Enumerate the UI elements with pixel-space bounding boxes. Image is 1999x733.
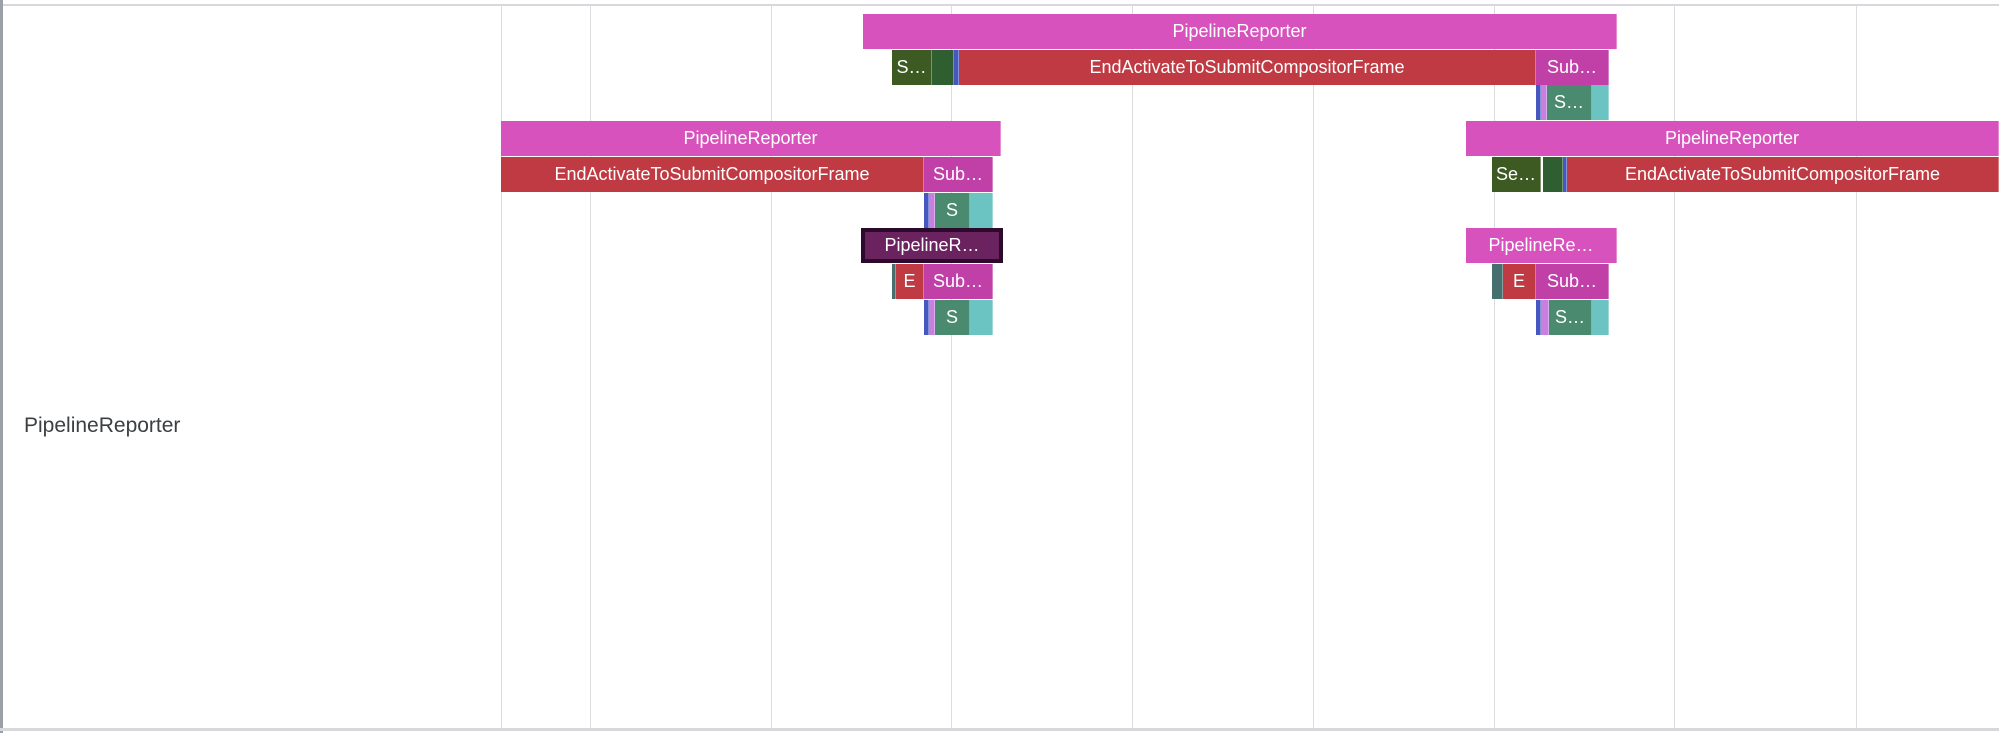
trace-slice[interactable]: S… [1549,300,1592,335]
gridline [1856,6,1857,728]
gridline [501,6,502,728]
trace-slice[interactable]: PipelineReporter [1466,121,1999,156]
trace-slice[interactable]: Sub… [1536,264,1609,299]
trace-slice[interactable] [1541,300,1549,335]
selected-slice[interactable]: PipelineR… [861,228,1003,263]
trace-slice[interactable]: Sub… [924,157,993,192]
trace-slice[interactable] [932,50,954,85]
timeline-bottom-border [0,728,1999,731]
trace-slice[interactable]: E [896,264,924,299]
trace-slice[interactable] [1563,157,1567,192]
trace-slice[interactable] [1536,85,1541,120]
trace-slice[interactable] [970,300,993,335]
trace-slice[interactable]: S [935,193,970,228]
gridline [1674,6,1675,728]
trace-slice[interactable]: EndActivateToSubmitCompositorFrame [959,50,1536,85]
trace-slice[interactable]: EndActivateToSubmitCompositorFrame [501,157,924,192]
trace-slice[interactable]: Se… [1492,157,1541,192]
trace-slice[interactable] [892,264,896,299]
trace-slice[interactable] [929,193,935,228]
gridline [1494,6,1495,728]
gridline [951,6,952,728]
trace-slice[interactable] [1543,157,1563,192]
trace-slice[interactable]: S… [892,50,932,85]
trace-slice[interactable]: E [1503,264,1536,299]
trace-slice[interactable] [1541,85,1547,120]
gridline [590,6,591,728]
trace-slice[interactable]: Sub… [924,264,993,299]
trace-slice[interactable]: PipelineReporter [863,14,1617,49]
trace-slice[interactable] [970,193,993,228]
trace-slice[interactable]: S… [1547,85,1592,120]
track-label: PipelineReporter [24,414,181,437]
trace-slice[interactable] [954,50,959,85]
trace-slice[interactable] [1592,85,1609,120]
trace-slice[interactable] [1492,264,1503,299]
gridline [1132,6,1133,728]
trace-slice[interactable] [929,300,935,335]
trace-slice[interactable]: PipelineReporter [501,121,1001,156]
trace-slice[interactable]: S [935,300,970,335]
trace-slice[interactable] [1536,300,1541,335]
trace-slice[interactable]: PipelineRe… [1466,228,1617,263]
trace-slice[interactable] [1592,300,1609,335]
timeline-top-border [0,4,1999,6]
gridline [771,6,772,728]
trace-slice[interactable]: EndActivateToSubmitCompositorFrame [1567,157,1999,192]
trace-slice[interactable]: Sub… [1536,50,1609,85]
trace-slice[interactable] [924,193,929,228]
gridline [1313,6,1314,728]
track-left-border [0,0,3,733]
trace-slice[interactable] [924,300,929,335]
